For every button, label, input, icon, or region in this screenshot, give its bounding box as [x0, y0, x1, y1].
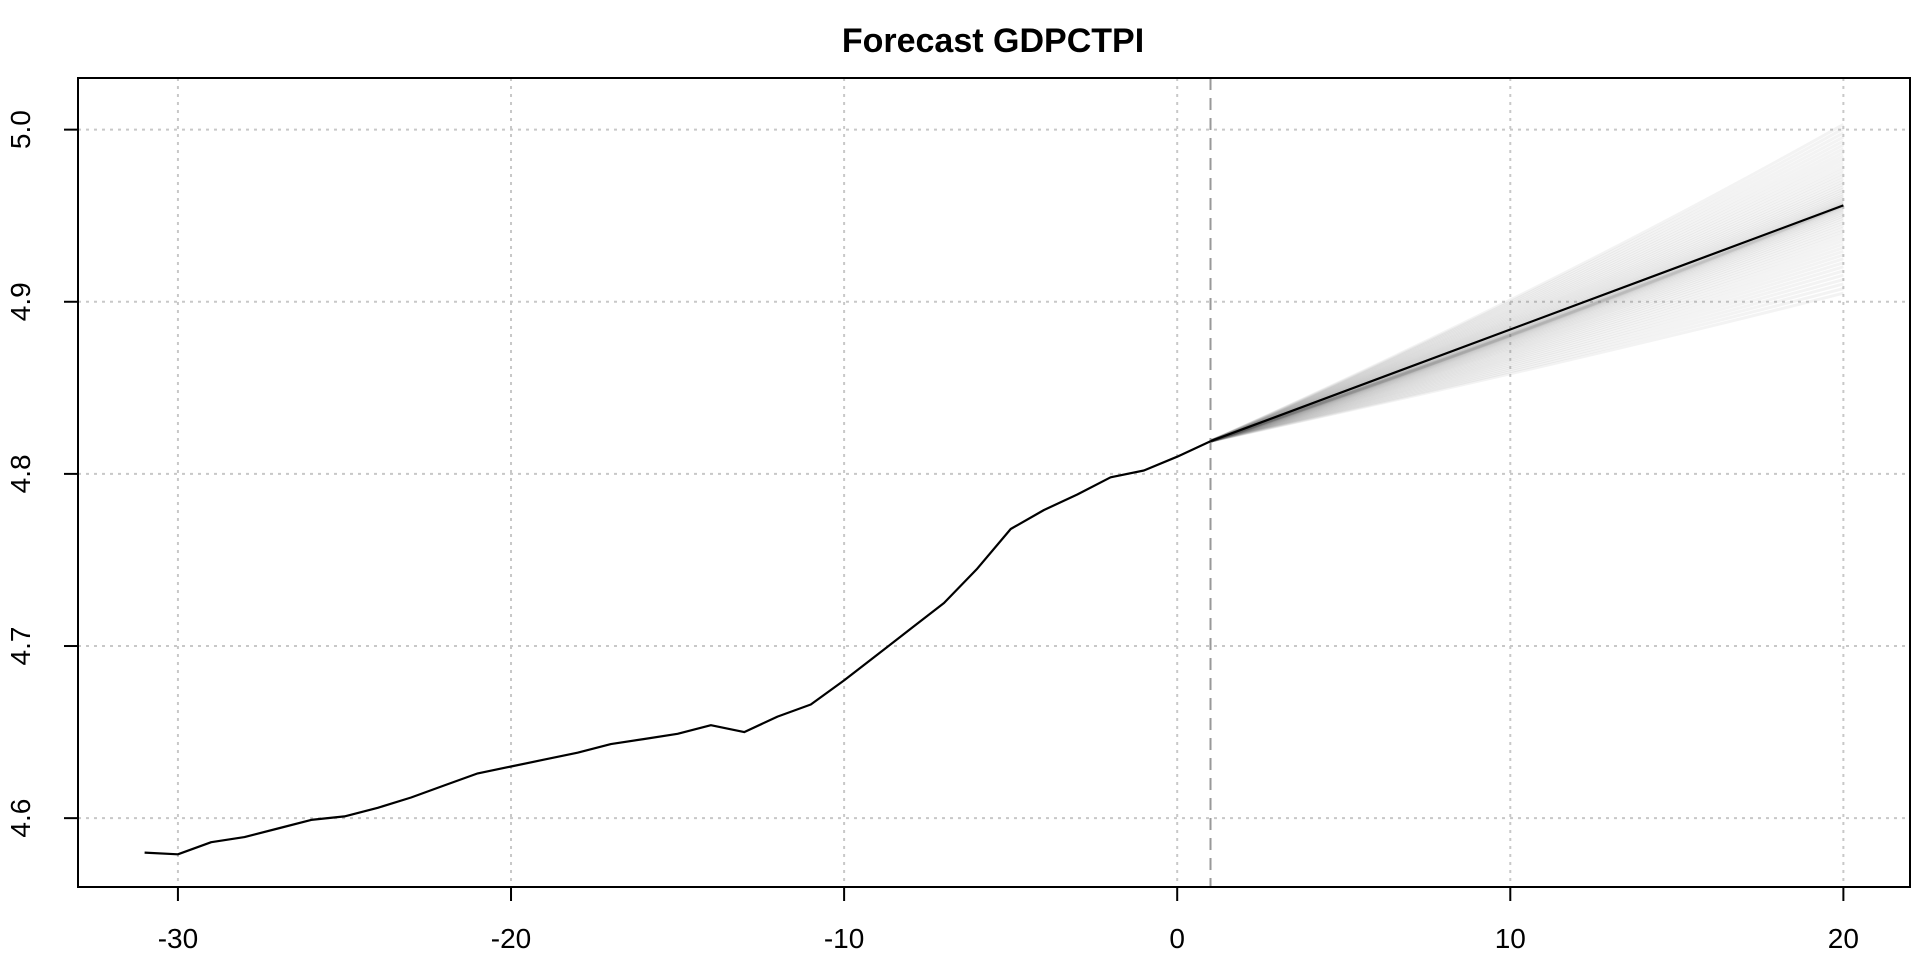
forecast-path	[1210, 212, 1844, 443]
forecast-path	[1210, 208, 1844, 443]
forecast-path	[1209, 131, 1845, 443]
forecast-path	[1210, 291, 1844, 443]
forecast-path	[1209, 135, 1845, 443]
forecast-path	[1210, 197, 1844, 443]
forecast-path	[1209, 151, 1845, 443]
forecast-path	[1210, 210, 1844, 443]
y-tick-label: 4.9	[5, 282, 36, 321]
x-tick-label: 0	[1169, 923, 1185, 954]
forecast-path	[1210, 236, 1844, 443]
y-tick-label: 5.0	[5, 110, 36, 149]
forecast-path	[1210, 203, 1844, 443]
forecast-path	[1210, 261, 1844, 443]
forecast-path	[1210, 216, 1844, 443]
forecast-path	[1210, 224, 1844, 443]
forecast-path	[1210, 265, 1844, 443]
forecast-path	[1210, 278, 1844, 443]
forecast-path	[1210, 253, 1844, 443]
forecast-path	[1209, 161, 1845, 443]
forecast-path	[1210, 242, 1844, 443]
y-tick-label: 4.7	[5, 627, 36, 666]
forecast-fan	[1209, 123, 1845, 443]
axes: -30 -20 -10 0 10 20 4.6 4.7 4.8 4.9 5.0	[5, 77, 1911, 954]
forecast-path	[1209, 171, 1845, 443]
chart-title: Forecast GDPCTPI	[842, 22, 1144, 60]
forecast-path	[1210, 282, 1844, 443]
forecast-path	[1210, 227, 1844, 443]
forecast-path	[1209, 158, 1845, 443]
x-tick-label: -30	[158, 923, 198, 954]
x-tick-label: -20	[491, 923, 531, 954]
forecast-path	[1209, 147, 1845, 443]
forecast-path	[1210, 196, 1844, 443]
forecast-path	[1210, 219, 1844, 443]
forecast-path	[1209, 123, 1845, 443]
forecast-path	[1210, 214, 1844, 443]
forecast-path	[1209, 154, 1845, 443]
forecast-path	[1210, 207, 1844, 443]
y-tick-label: 4.8	[5, 454, 36, 493]
grid-lines	[78, 78, 1910, 887]
x-tick-label: 10	[1495, 923, 1526, 954]
forecast-path	[1209, 139, 1845, 443]
forecast-path	[1210, 205, 1844, 443]
forecast-path	[1210, 204, 1844, 443]
plot-frame	[77, 77, 1911, 888]
forecast-path	[1210, 239, 1844, 443]
x-tick-label: 20	[1828, 923, 1859, 954]
forecast-path	[1209, 127, 1845, 443]
forecast-path	[1210, 249, 1844, 443]
forecast-path	[1210, 273, 1844, 443]
history-line	[144, 440, 1211, 856]
forecast-path	[1210, 203, 1844, 443]
forecast-path	[1210, 229, 1844, 443]
forecast-path	[1210, 246, 1844, 443]
forecast-path	[1210, 221, 1844, 443]
forecast-path	[1209, 168, 1845, 443]
forecast-path	[1209, 143, 1845, 443]
forecast-path	[1210, 206, 1844, 443]
x-tick-label: -10	[824, 923, 864, 954]
forecast-path	[1210, 232, 1844, 443]
series	[144, 78, 1844, 887]
y-tick-label: 4.6	[5, 799, 36, 838]
forecast-path	[1210, 257, 1844, 443]
forecast-path	[1210, 269, 1844, 443]
forecast-median-line	[1210, 204, 1844, 443]
forecast-path	[1210, 287, 1844, 443]
forecast-path	[1210, 202, 1844, 443]
forecast-path	[1209, 165, 1845, 443]
